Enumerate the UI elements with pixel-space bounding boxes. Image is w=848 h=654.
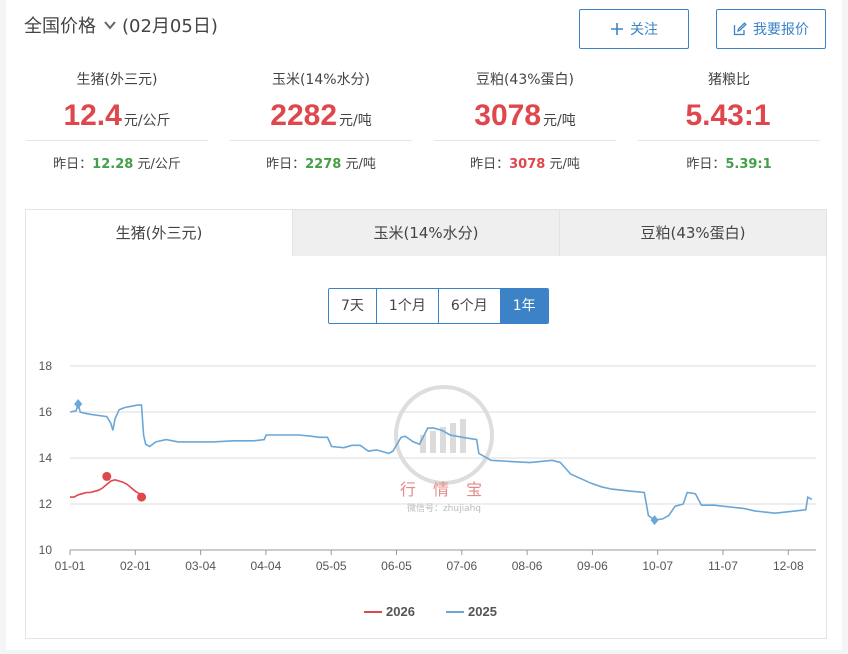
watermark-bar	[420, 435, 426, 453]
watermark-sub: 微信号：zhujiahq	[407, 502, 481, 514]
stat-soymeal: 豆粕(43%蛋白) 3078 元/吨 昨日：3078 元/吨	[434, 70, 616, 172]
x-tick-label: 08-06	[512, 559, 543, 573]
watermark-bar	[450, 423, 456, 453]
x-tick-label: 09-06	[577, 559, 608, 573]
range-7d[interactable]: 7天	[329, 289, 376, 323]
tab-soymeal[interactable]: 豆粕(43%蛋白)	[559, 210, 826, 256]
range-1m[interactable]: 1个月	[375, 289, 438, 323]
follow-button-label: 关注	[630, 22, 658, 38]
stat-label: 豆粕(43%蛋白)	[475, 72, 575, 88]
series-line-2025	[69, 400, 813, 521]
watermark-bar	[460, 419, 466, 453]
stat-unit: 元/吨	[339, 113, 372, 129]
stat-value: 2282	[270, 99, 338, 132]
x-tick-label: 05-05	[316, 559, 347, 573]
x-tick-label: 02-01	[120, 559, 151, 573]
divider	[26, 140, 208, 141]
legend-label-2025: 2025	[468, 604, 497, 619]
watermark-text: 行 情 宝	[400, 480, 488, 499]
yesterday-unit: 元/公斤	[137, 157, 181, 172]
yesterday-label: 昨日：	[686, 157, 726, 172]
stat-corn: 玉米(14%水分) 2282 元/吨 昨日：2278 元/吨	[230, 70, 412, 172]
divider	[434, 140, 616, 141]
stat-unit: 元/公斤	[123, 113, 171, 129]
edit-icon	[733, 22, 747, 36]
stat-value: 12.4	[63, 99, 122, 132]
yesterday-label: 昨日：	[470, 157, 510, 172]
y-tick-label: 10	[39, 543, 53, 557]
x-tick-label: 12-08	[773, 559, 804, 573]
yesterday-value: 2278	[305, 157, 342, 172]
yesterday-unit: 元/吨	[345, 157, 376, 172]
divider	[638, 140, 820, 141]
follow-button[interactable]: 关注	[579, 9, 689, 49]
x-tick-label: 06-05	[381, 559, 412, 573]
stat-label: 玉米(14%水分)	[271, 72, 371, 88]
tab-corn[interactable]: 玉米(14%水分)	[292, 210, 559, 256]
tab-hog[interactable]: 生猪(外三元)	[26, 210, 292, 256]
series-line-2026	[70, 478, 143, 498]
x-tick-label: 10-07	[642, 559, 673, 573]
quote-button-label: 我要报价	[753, 22, 809, 38]
header: 全国价格 (02月05日)	[24, 10, 218, 40]
range-6m[interactable]: 6个月	[437, 289, 500, 323]
stat-label: 生猪(外三元)	[76, 72, 158, 88]
quote-button[interactable]: 我要报价	[716, 9, 826, 49]
y-tick-label: 18	[39, 359, 53, 373]
y-tick-label: 12	[39, 497, 53, 511]
watermark-bar	[440, 427, 446, 453]
watermark-logo	[394, 385, 494, 485]
range-1y[interactable]: 1年	[499, 289, 548, 323]
x-tick-label: 04-04	[251, 559, 282, 573]
series-marker-2025	[650, 515, 659, 526]
yesterday-value: 12.28	[92, 157, 134, 172]
price-card: 全国价格 (02月05日) 关注 我要报价 生猪(外三元) 12.4 元/公斤 昨…	[6, 0, 842, 650]
page-date: (02月05日)	[122, 16, 218, 37]
x-tick-label: 03-04	[185, 559, 216, 573]
x-tick-label: 01-01	[55, 559, 86, 573]
yesterday-label: 昨日：	[53, 157, 93, 172]
series-marker-2025	[74, 398, 83, 409]
x-tick-label: 11-07	[708, 559, 738, 573]
series-marker-2026	[137, 492, 147, 502]
price-chart: 10 12 14 16 18 01-01 02-01 03-04 04-04 05-05 06-05…	[39, 359, 816, 619]
range-selector: 7天 1个月 6个月 1年	[328, 288, 549, 324]
tab-bar: 生猪(外三元) 玉米(14%水分) 豆粕(43%蛋白)	[26, 210, 826, 256]
series-marker-2026	[102, 471, 112, 481]
plus-icon	[611, 23, 623, 35]
stat-hog-grain-ratio: 猪粮比 5.43:1 昨日：5.39:1	[638, 70, 820, 172]
chart-panel: 生猪(外三元) 玉米(14%水分) 豆粕(43%蛋白) 10 12 14 16 18 01…	[25, 209, 827, 639]
stat-hog: 生猪(外三元) 12.4 元/公斤 昨日：12.28 元/公斤	[26, 70, 208, 172]
y-tick-label: 14	[39, 451, 53, 465]
stat-value: 3078	[474, 99, 542, 132]
divider	[230, 140, 412, 141]
yesterday-value: 5.39:1	[725, 157, 772, 172]
legend-label-2026: 2026	[386, 604, 415, 619]
chevron-down-icon[interactable]	[104, 19, 116, 31]
yesterday-label: 昨日：	[266, 157, 306, 172]
yesterday-unit: 元/吨	[549, 157, 580, 172]
stat-value: 5.43:1	[685, 99, 771, 132]
x-tick-label: 07-06	[446, 559, 477, 573]
stat-label: 猪粮比	[708, 72, 750, 88]
price-stats: 生猪(外三元) 12.4 元/公斤 昨日：12.28 元/公斤 玉米(14%水分)…	[24, 70, 824, 180]
watermark-bar	[430, 431, 436, 453]
stat-unit: 元/吨	[543, 113, 576, 129]
page-title: 全国价格	[24, 16, 96, 37]
y-tick-label: 16	[39, 405, 53, 419]
yesterday-value: 3078	[509, 157, 546, 172]
